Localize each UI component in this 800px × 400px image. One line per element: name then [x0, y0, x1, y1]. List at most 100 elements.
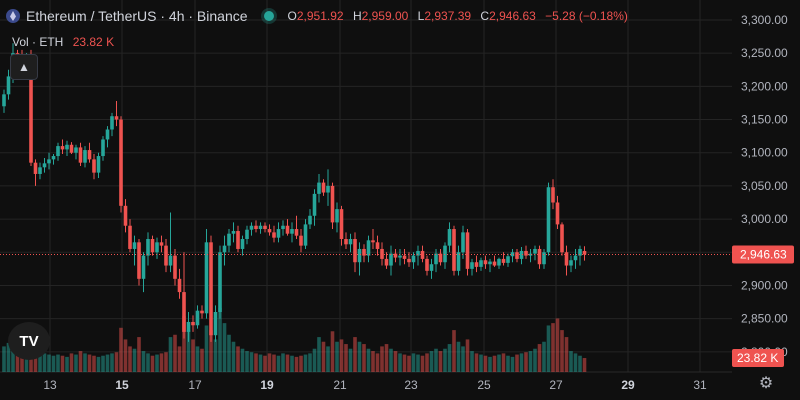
candle [146, 232, 150, 266]
volume-bar [542, 341, 546, 372]
candle [294, 215, 299, 239]
volume-bar [11, 339, 15, 372]
price-tick-label: 3,100.00 [741, 146, 788, 160]
volume-bar [308, 353, 312, 372]
candle [182, 252, 186, 339]
candle [470, 258, 474, 276]
candle [114, 100, 119, 127]
volume-bar [128, 346, 132, 372]
candle [78, 142, 83, 166]
volume-bar [411, 353, 416, 372]
candle [240, 235, 245, 256]
time-tick-label: 17 [188, 378, 202, 392]
volume-bar [60, 355, 65, 372]
candle [191, 315, 195, 332]
volume-bar [83, 353, 87, 372]
candle [339, 205, 344, 246]
volume-bar [96, 356, 101, 372]
candle [299, 229, 303, 253]
candle [303, 219, 308, 249]
candle [411, 252, 416, 269]
candle [492, 255, 497, 267]
candle [173, 248, 177, 286]
volume-bar [38, 348, 42, 372]
volume-bar [447, 344, 452, 372]
last-price-value: 2,946.63 [740, 248, 787, 262]
candle [105, 126, 110, 148]
volume-bar [267, 353, 272, 372]
candle [222, 235, 227, 266]
chart-header: Ethereum / TetherUS · 4h · Binance O2,95… [6, 8, 628, 24]
time-axis[interactable]: 13 15 17 19 21 23 25 27 29 31 [43, 378, 707, 392]
volume-bar [110, 353, 114, 372]
candle [285, 219, 290, 236]
low-label: L [417, 9, 425, 23]
candle [245, 225, 249, 245]
volume-bar [488, 356, 492, 372]
candle [384, 252, 389, 269]
candle [420, 245, 425, 263]
candle [87, 142, 92, 163]
candle [330, 182, 335, 230]
volume-bar [515, 354, 519, 372]
volume-bar [2, 346, 6, 372]
candle [2, 89, 6, 113]
volume-bar [204, 325, 209, 372]
volume-bar [398, 353, 402, 372]
volume-bar [159, 353, 164, 372]
candle [348, 233, 353, 253]
volume-bar [213, 339, 218, 372]
candle [371, 229, 375, 249]
candle [488, 258, 492, 273]
volume-bars [2, 308, 587, 372]
candle [168, 212, 173, 273]
gear-icon[interactable]: ⚙ [758, 375, 774, 392]
candle [497, 257, 501, 269]
volume-legend[interactable]: Vol · ETH 23.82 K [12, 35, 114, 49]
high-label: H [352, 9, 362, 23]
volume-bar [51, 355, 56, 372]
tradingview-logo[interactable]: TV [8, 322, 50, 360]
candle [60, 139, 65, 155]
candle [141, 252, 146, 293]
volume-bar [42, 353, 47, 372]
candle [231, 222, 236, 243]
candle [380, 242, 384, 266]
volume-bar [222, 323, 227, 372]
volume-bar [389, 348, 393, 372]
candle [123, 199, 128, 233]
chevron-up-icon[interactable]: ▲ [10, 54, 38, 80]
candle [96, 152, 101, 178]
open-value: 2,951.92 [296, 9, 344, 23]
symbol-title[interactable]: Ethereum / TetherUS · 4h · Binance [26, 8, 248, 24]
high-value: 2,959.00 [361, 9, 409, 23]
volume-bar [483, 355, 488, 372]
price-axis[interactable]: 3,300.00 3,250.00 3,200.00 3,150.00 3,100.00… [732, 0, 800, 400]
candle [209, 235, 213, 342]
volume-bar [69, 353, 74, 372]
volume-bar [47, 354, 51, 372]
volume-bar [290, 355, 294, 372]
candle [474, 255, 479, 273]
volume-bar [236, 346, 240, 372]
candle [56, 142, 60, 161]
volume-bar [272, 354, 276, 372]
volume-bar [420, 355, 425, 372]
volume-bar [456, 341, 461, 372]
last-price-label: 2,946.63 [732, 245, 794, 264]
volume-bar [303, 354, 308, 372]
volume-bar [510, 356, 515, 372]
volume-bar [573, 353, 578, 372]
volume-bar [281, 353, 285, 372]
candle [281, 220, 285, 236]
last-volume-value: 23.82 K [737, 351, 778, 365]
candle [258, 222, 263, 234]
market-status-icon[interactable] [263, 11, 274, 21]
time-tick-label: 13 [43, 378, 57, 392]
candle [42, 158, 47, 173]
price-tick-label: 3,250.00 [741, 46, 788, 60]
volume-bar [33, 346, 38, 372]
candle [227, 229, 231, 253]
candle [398, 248, 402, 266]
